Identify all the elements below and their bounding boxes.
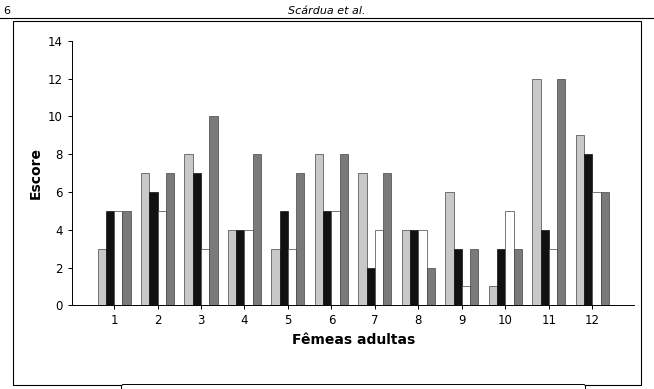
Bar: [402, 230, 410, 305]
Bar: [541, 230, 549, 305]
Bar: [383, 173, 392, 305]
Bar: [410, 230, 419, 305]
Bar: [193, 173, 201, 305]
X-axis label: Fêmeas adultas: Fêmeas adultas: [292, 333, 415, 347]
Bar: [165, 173, 174, 305]
Bar: [358, 173, 367, 305]
Bar: [584, 154, 593, 305]
Bar: [209, 116, 218, 305]
Bar: [454, 249, 462, 305]
Bar: [296, 173, 305, 305]
Bar: [252, 154, 261, 305]
Bar: [419, 230, 426, 305]
Bar: [462, 286, 470, 305]
Bar: [557, 79, 565, 305]
Bar: [184, 154, 193, 305]
Bar: [149, 192, 158, 305]
Bar: [426, 268, 435, 305]
Bar: [141, 173, 149, 305]
Bar: [236, 230, 245, 305]
Bar: [315, 154, 323, 305]
Legend: Teste de docilidade, Teste de objeto, Teste de tronco, Teste de isolamento: Teste de docilidade, Teste de objeto, Te…: [121, 384, 585, 389]
Bar: [497, 249, 506, 305]
Bar: [445, 192, 454, 305]
Bar: [489, 286, 497, 305]
Bar: [97, 249, 106, 305]
Text: Scárdua et al.: Scárdua et al.: [288, 6, 366, 16]
Bar: [323, 211, 332, 305]
Bar: [288, 249, 296, 305]
Bar: [532, 79, 541, 305]
Bar: [513, 249, 522, 305]
Bar: [122, 211, 131, 305]
Bar: [228, 230, 236, 305]
Bar: [245, 230, 252, 305]
Bar: [576, 135, 584, 305]
Bar: [367, 268, 375, 305]
Y-axis label: Escore: Escore: [28, 147, 43, 199]
Bar: [114, 211, 122, 305]
Bar: [339, 154, 348, 305]
Bar: [470, 249, 478, 305]
Bar: [332, 211, 339, 305]
Bar: [549, 249, 557, 305]
Bar: [600, 192, 609, 305]
Bar: [280, 211, 288, 305]
Bar: [271, 249, 280, 305]
Text: 6: 6: [3, 6, 10, 16]
Bar: [375, 230, 383, 305]
Bar: [201, 249, 209, 305]
Bar: [506, 211, 513, 305]
Bar: [593, 192, 600, 305]
Bar: [106, 211, 114, 305]
Bar: [158, 211, 165, 305]
